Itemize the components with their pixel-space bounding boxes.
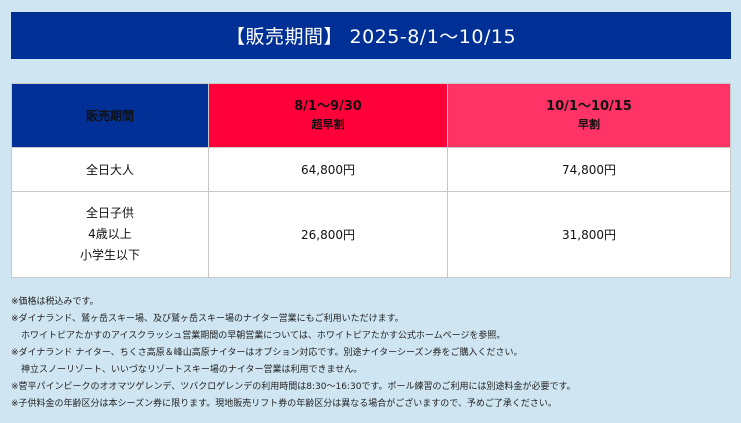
early-plan: 早割	[578, 117, 600, 131]
table-row-adult: 全日大人 64,800円 74,800円	[11, 147, 731, 192]
note-sugadaira-hours: ※菅平パインビークのオオマツゲレンデ、ツバクロゲレンデの利用時間は8:30〜16…	[11, 382, 576, 392]
child-label-line: 全日子供	[85, 206, 134, 220]
super-early-header: 8/1〜9/30 超早割	[208, 83, 448, 148]
page-title: 【販売期間】 2025-8/1〜10/15	[225, 26, 517, 48]
adult-super-early-price: 64,800円	[208, 147, 448, 192]
note-whitepia: ホワイトピアたかすのアイスクラッシュ営業期間の早朝営業については、ホワイトピアた…	[21, 331, 506, 341]
table-row-child: 全日子供 4歳以上 小学生以下 26,800円 31,800円	[11, 191, 731, 278]
child-label: 全日子供 4歳以上 小学生以下	[11, 191, 209, 278]
adult-early-price: 74,800円	[447, 147, 731, 192]
note-child-age: ※子供料金の年齢区分は本シーズン券に限ります。現地販売リフト券の年齢区分は異なる…	[11, 399, 557, 409]
note-tax: ※価格は税込みです。	[11, 297, 99, 307]
note-usable-areas: ※ダイナランド、鷲ヶ岳スキー場、及び鷲ヶ岳スキー場のナイター営業にもご利用いただ…	[11, 314, 404, 324]
price-table-container: 販売期間 8/1〜9/30 超早割 10/1〜10/15 早割 全日大人 64,…	[11, 83, 731, 278]
notes-section: ※価格は税込みです。 ※ダイナランド、鷲ヶ岳スキー場、及び鷲ヶ岳スキー場のナイタ…	[11, 294, 736, 413]
child-early-price: 31,800円	[447, 191, 731, 278]
super-early-plan: 超早割	[311, 117, 345, 131]
early-header: 10/1〜10/15 早割	[447, 83, 731, 148]
note-night-option: ※ダイナランド ナイター、ちくさ高原＆峰山高原ナイターはオプション対応です。別途…	[11, 348, 523, 358]
price-table: 販売期間 8/1〜9/30 超早割 10/1〜10/15 早割 全日大人 64,…	[11, 83, 731, 278]
period-label-header: 販売期間	[11, 83, 209, 148]
super-early-period: 8/1〜9/30	[294, 98, 362, 114]
note-night-unavailable: 神立スノーリゾート、いいづなリゾートスキー場のナイター営業は利用できません。	[21, 365, 363, 375]
page-title-banner: 【販売期間】 2025-8/1〜10/15	[11, 12, 731, 59]
child-age-max: 小学生以下	[79, 248, 140, 262]
early-period: 10/1〜10/15	[546, 98, 632, 114]
table-header-row: 販売期間 8/1〜9/30 超早割 10/1〜10/15 早割	[11, 83, 731, 148]
child-age-min: 4歳以上	[88, 227, 132, 241]
child-super-early-price: 26,800円	[208, 191, 448, 278]
adult-label: 全日大人	[11, 147, 209, 192]
